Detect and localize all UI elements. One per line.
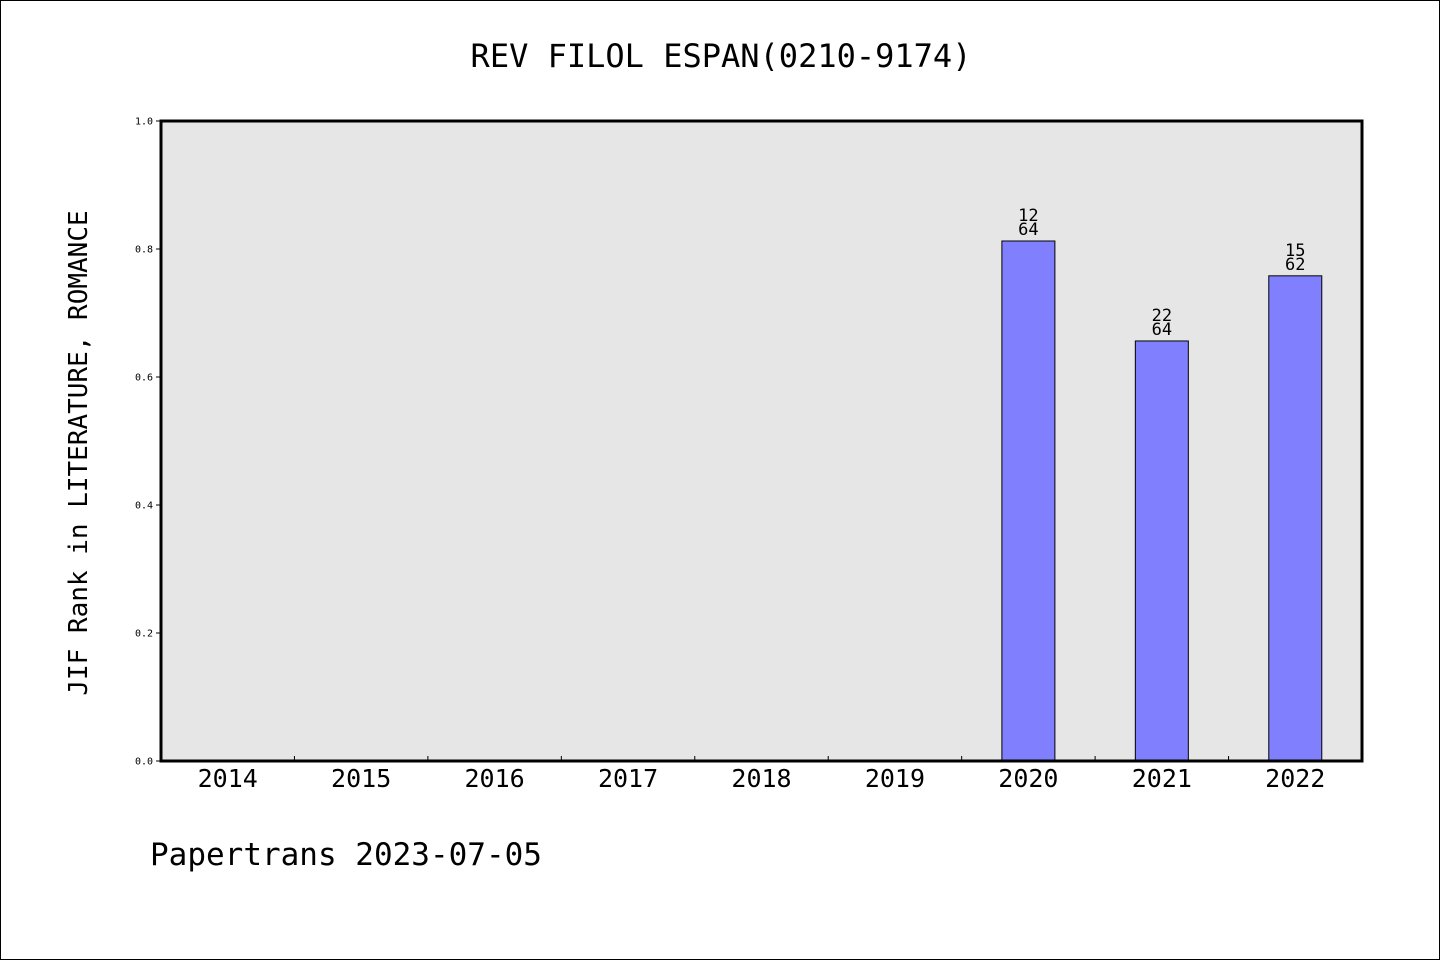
- plot-border: [159, 119, 1364, 763]
- bar-label-total-2021: 64: [1152, 320, 1172, 340]
- y-tick-label-0.8: 0.8: [135, 245, 153, 256]
- x-tick-label-2018: 2018: [731, 764, 791, 793]
- x-tick-label-2019: 2019: [865, 764, 925, 793]
- bar-label-total-2020: 64: [1018, 220, 1038, 240]
- x-tick-label-2015: 2015: [331, 764, 391, 793]
- bar-2021: [1134, 340, 1189, 762]
- y-tick-label-0.2: 0.2: [135, 629, 153, 640]
- x-tick-label-2020: 2020: [998, 764, 1058, 793]
- x-tick-label-2021: 2021: [1132, 764, 1192, 793]
- bar-2020: [1001, 240, 1056, 762]
- x-tick-label-2014: 2014: [198, 764, 258, 793]
- bar-2022: [1268, 275, 1323, 762]
- y-tick-label-0.0: 0.0: [135, 757, 153, 768]
- y-tick-label-0.6: 0.6: [135, 373, 153, 384]
- x-tick-label-2016: 2016: [465, 764, 525, 793]
- y-axis-label: JIF Rank in LITERATURE, ROMANCE: [64, 210, 94, 695]
- x-tick-label-2017: 2017: [598, 764, 658, 793]
- bar-label-rank-2020: 12: [1018, 206, 1038, 226]
- bar-label-rank-2021: 22: [1152, 306, 1172, 326]
- chart-title: REV FILOL ESPAN(0210-9174): [471, 37, 972, 75]
- y-tick-label-0.4: 0.4: [135, 501, 153, 512]
- bar-label-rank-2022: 15: [1285, 241, 1305, 261]
- y-tick-label-1.0: 1.0: [135, 117, 153, 128]
- x-tick-label-2022: 2022: [1265, 764, 1325, 793]
- footer-credit: Papertrans 2023-07-05: [150, 837, 542, 873]
- bar-label-total-2022: 62: [1285, 255, 1305, 275]
- axes-layer: 2014 2015 2016 2017 2018 2019 2020 2021 2022 0.0 0…: [135, 117, 1325, 794]
